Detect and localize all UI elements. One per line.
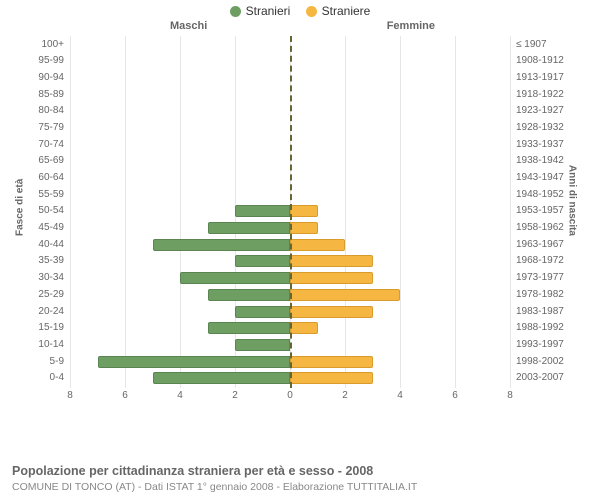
age-label: 85-89 — [22, 88, 70, 102]
bar-female — [290, 239, 345, 251]
bar-female — [290, 205, 318, 217]
bar-male — [153, 239, 291, 251]
bar-female — [290, 372, 373, 384]
birth-year-label: 1928-1932 — [510, 121, 568, 135]
bar-female — [290, 272, 373, 284]
birth-year-label: 1973-1977 — [510, 271, 568, 285]
age-label: 80-84 — [22, 104, 70, 118]
age-label: 70-74 — [22, 138, 70, 152]
birth-year-label: 1993-1997 — [510, 338, 568, 352]
bar-male — [208, 222, 291, 234]
col-header-female: Femmine — [387, 20, 435, 32]
birth-year-label: 1913-1917 — [510, 71, 568, 85]
age-label: 15-19 — [22, 321, 70, 335]
age-label: 45-49 — [22, 221, 70, 235]
birth-year-label: 1963-1967 — [510, 238, 568, 252]
legend-male: Stranieri — [230, 4, 291, 18]
col-header-male: Maschi — [170, 20, 207, 32]
birth-year-label: 1968-1972 — [510, 254, 568, 268]
birth-year-label: 1918-1922 — [510, 88, 568, 102]
legend-female-label: Straniere — [322, 4, 371, 18]
age-label: 0-4 — [22, 371, 70, 385]
birth-year-label: 1938-1942 — [510, 154, 568, 168]
bar-female — [290, 222, 318, 234]
x-tick-label: 2 — [342, 390, 348, 401]
bar-female — [290, 322, 318, 334]
legend-male-label: Stranieri — [246, 4, 291, 18]
age-label: 95-99 — [22, 54, 70, 68]
x-axis-labels: 8 6 4 2 0 2 4 6 8 — [70, 390, 510, 406]
x-tick-label: 0 — [287, 390, 293, 401]
bar-male — [235, 205, 290, 217]
bar-female — [290, 255, 373, 267]
age-label: 20-24 — [22, 305, 70, 319]
age-label: 75-79 — [22, 121, 70, 135]
legend-female: Straniere — [306, 4, 371, 18]
plot-area: 100+≤ 190795-991908-191290-941913-191785… — [70, 36, 510, 406]
birth-year-label: 1948-1952 — [510, 188, 568, 202]
bar-male — [235, 255, 290, 267]
birth-year-label: 2003-2007 — [510, 371, 568, 385]
pyramid-chart: Fasce di età Anni di nascita 100+≤ 19079… — [18, 36, 578, 436]
chart-subtitle: COMUNE DI TONCO (AT) - Dati ISTAT 1° gen… — [12, 480, 592, 494]
x-tick-label: 6 — [452, 390, 458, 401]
x-tick-label: 2 — [232, 390, 238, 401]
birth-year-label: ≤ 1907 — [510, 38, 568, 52]
age-label: 55-59 — [22, 188, 70, 202]
age-label: 40-44 — [22, 238, 70, 252]
x-tick-label: 6 — [122, 390, 128, 401]
x-tick-label: 8 — [67, 390, 73, 401]
age-label: 5-9 — [22, 355, 70, 369]
bar-male — [208, 289, 291, 301]
age-label: 50-54 — [22, 204, 70, 218]
bar-female — [290, 306, 373, 318]
x-tick-label: 4 — [177, 390, 183, 401]
x-tick-label: 4 — [397, 390, 403, 401]
birth-year-label: 1908-1912 — [510, 54, 568, 68]
y-axis-right-title: Anni di nascita — [567, 164, 578, 235]
age-label: 35-39 — [22, 254, 70, 268]
bar-male — [180, 272, 290, 284]
bar-male — [208, 322, 291, 334]
bar-male — [235, 306, 290, 318]
birth-year-label: 1988-1992 — [510, 321, 568, 335]
bar-female — [290, 356, 373, 368]
legend: Stranieri Straniere — [0, 0, 600, 20]
birth-year-label: 1943-1947 — [510, 171, 568, 185]
column-headers: Maschi Femmine — [0, 20, 600, 36]
legend-male-swatch — [230, 6, 241, 17]
birth-year-label: 1933-1937 — [510, 138, 568, 152]
birth-year-label: 1958-1962 — [510, 221, 568, 235]
age-label: 10-14 — [22, 338, 70, 352]
center-divider — [290, 36, 292, 388]
legend-female-swatch — [306, 6, 317, 17]
birth-year-label: 1998-2002 — [510, 355, 568, 369]
birth-year-label: 1983-1987 — [510, 305, 568, 319]
birth-year-label: 1953-1957 — [510, 204, 568, 218]
chart-footer: Popolazione per cittadinanza straniera p… — [12, 463, 592, 494]
birth-year-label: 1978-1982 — [510, 288, 568, 302]
age-label: 60-64 — [22, 171, 70, 185]
age-label: 100+ — [22, 38, 70, 52]
bar-male — [153, 372, 291, 384]
birth-year-label: 1923-1927 — [510, 104, 568, 118]
bar-female — [290, 289, 400, 301]
bar-male — [235, 339, 290, 351]
age-label: 25-29 — [22, 288, 70, 302]
chart-title: Popolazione per cittadinanza straniera p… — [12, 463, 592, 480]
age-label: 30-34 — [22, 271, 70, 285]
age-label: 90-94 — [22, 71, 70, 85]
x-tick-label: 8 — [507, 390, 513, 401]
age-label: 65-69 — [22, 154, 70, 168]
bar-male — [98, 356, 291, 368]
